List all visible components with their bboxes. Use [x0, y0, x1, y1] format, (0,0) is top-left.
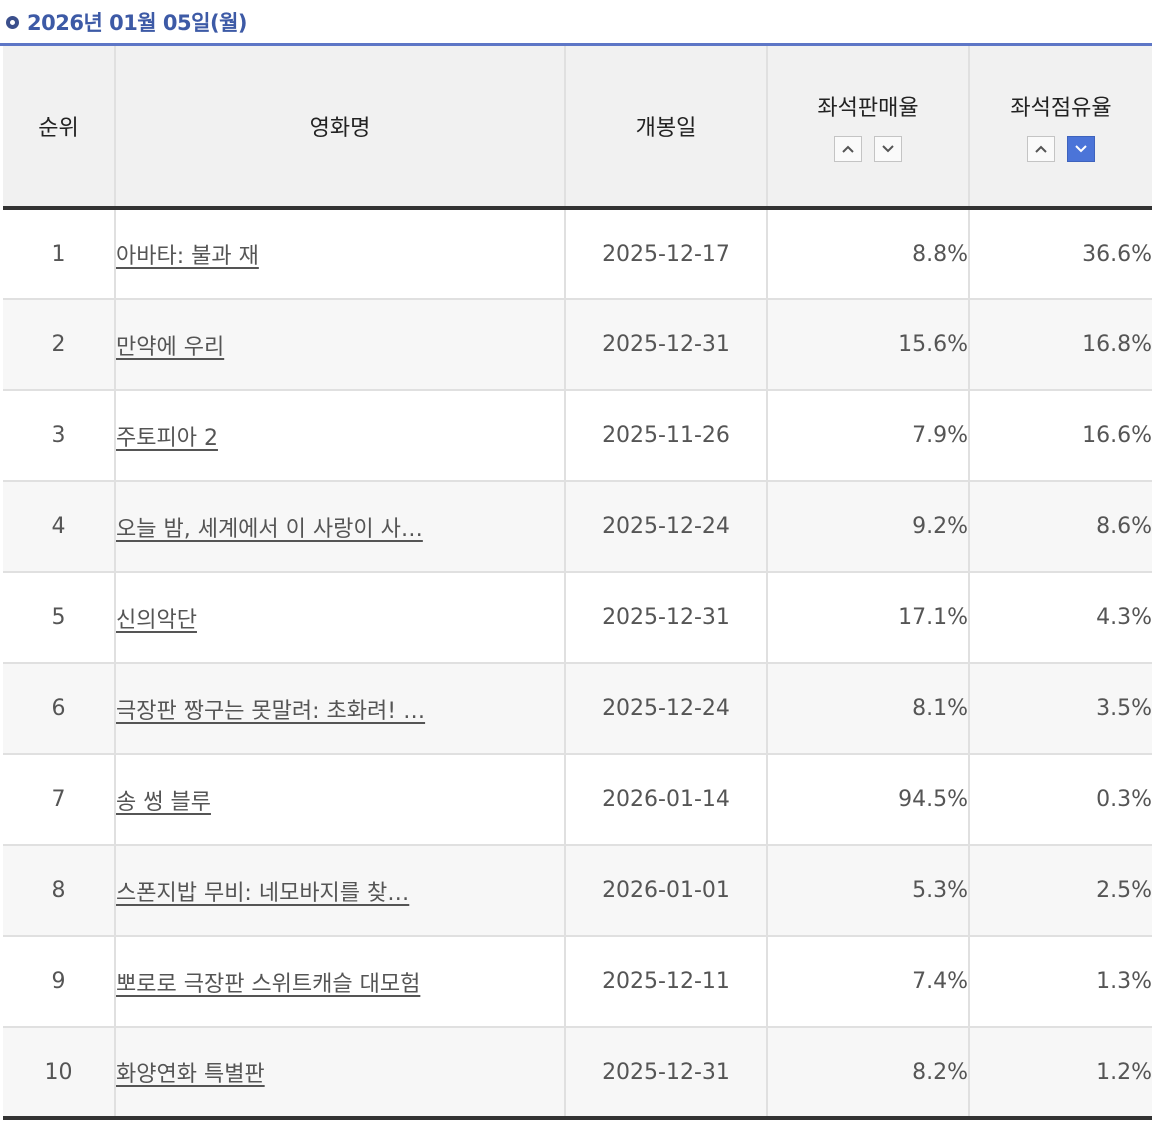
- movie-title-link[interactable]: 아바타: 불과 재: [116, 244, 259, 269]
- rank-cell: 2: [3, 298, 116, 391]
- sales-rate-cell: 5.3%: [766, 844, 970, 937]
- column-header-label: 순위: [38, 116, 79, 141]
- rank-cell: 6: [3, 662, 116, 755]
- sort-buttons: [970, 136, 1152, 162]
- column-header-sales-rate: 좌석판매율: [766, 46, 970, 210]
- rank-cell: 9: [3, 935, 116, 1028]
- rank-cell: 7: [3, 753, 116, 846]
- rank-cell: 10: [3, 1026, 116, 1120]
- open-date-cell: 2025-12-31: [564, 571, 768, 664]
- sort-ascending-button[interactable]: [834, 136, 862, 162]
- sales-rate-cell: 94.5%: [766, 753, 970, 846]
- date-header: 2026년 01월 05일(월): [0, 0, 1152, 46]
- column-header-label: 영화명: [309, 116, 371, 141]
- movie-title-link[interactable]: 극장판 짱구는 못말려: 초화려! …: [116, 698, 426, 724]
- column-header-occupancy-rate: 좌석점유율: [968, 46, 1152, 210]
- title-cell: 만약에 우리: [114, 298, 566, 391]
- open-date-cell: 2026-01-01: [564, 844, 768, 937]
- rank-cell: 3: [3, 389, 116, 482]
- chevron-up-icon: [1035, 145, 1047, 153]
- movie-title-link[interactable]: 만약에 우리: [116, 334, 225, 360]
- table-row: 1 아바타: 불과 재 2025-12-17 8.8% 36.6%: [3, 207, 1152, 300]
- open-date-cell: 2025-12-31: [564, 1026, 768, 1120]
- open-date-cell: 2025-11-26: [564, 389, 768, 482]
- movie-title-link[interactable]: 신의악단: [116, 607, 197, 633]
- sales-rate-cell: 8.1%: [766, 662, 970, 755]
- column-header-title: 영화명: [114, 46, 566, 210]
- column-header-label: 개봉일: [635, 116, 697, 141]
- open-date-cell: 2025-12-31: [564, 298, 768, 391]
- rank-cell: 4: [3, 480, 116, 573]
- table-row: 9 뽀로로 극장판 스위트캐슬 대모험 2025-12-11 7.4% 1.3%: [3, 935, 1152, 1028]
- chevron-down-icon: [1075, 145, 1087, 153]
- title-cell: 극장판 짱구는 못말려: 초화려! …: [114, 662, 566, 755]
- occupancy-rate-cell: 16.6%: [968, 389, 1152, 482]
- title-cell: 화양연화 특별판: [114, 1026, 566, 1120]
- occupancy-rate-cell: 0.3%: [968, 753, 1152, 846]
- sort-descending-button[interactable]: [1067, 136, 1095, 162]
- table-row: 3 주토피아 2 2025-11-26 7.9% 16.6%: [3, 389, 1152, 482]
- table-row: 6 극장판 짱구는 못말려: 초화려! … 2025-12-24 8.1% 3.…: [3, 662, 1152, 755]
- open-date-cell: 2025-12-11: [564, 935, 768, 1028]
- title-cell: 스폰지밥 무비: 네모바지를 찾…: [114, 844, 566, 937]
- movie-title-link[interactable]: 오늘 밤, 세계에서 이 사랑이 사…: [116, 516, 423, 542]
- occupancy-rate-cell: 36.6%: [968, 207, 1152, 300]
- title-cell: 주토피아 2: [114, 389, 566, 482]
- rank-cell: 5: [3, 571, 116, 664]
- table-header-row: 순위 영화명 개봉일 좌석판매율 좌석점유율: [3, 46, 1152, 210]
- table-row: 8 스폰지밥 무비: 네모바지를 찾… 2026-01-01 5.3% 2.5%: [3, 844, 1152, 937]
- sales-rate-cell: 7.4%: [766, 935, 970, 1028]
- title-cell: 신의악단: [114, 571, 566, 664]
- sort-descending-button[interactable]: [874, 136, 902, 162]
- occupancy-rate-cell: 3.5%: [968, 662, 1152, 755]
- table-row: 10 화양연화 특별판 2025-12-31 8.2% 1.2%: [3, 1026, 1152, 1120]
- sort-ascending-button[interactable]: [1027, 136, 1055, 162]
- sales-rate-cell: 15.6%: [766, 298, 970, 391]
- open-date-cell: 2025-12-17: [564, 207, 768, 300]
- column-header-label: 좌석판매율: [817, 96, 919, 121]
- sales-rate-cell: 9.2%: [766, 480, 970, 573]
- table-row: 2 만약에 우리 2025-12-31 15.6% 16.8%: [3, 298, 1152, 391]
- occupancy-rate-cell: 16.8%: [968, 298, 1152, 391]
- movie-title-link[interactable]: 뽀로로 극장판 스위트캐슬 대모험: [116, 971, 421, 997]
- movie-title-link[interactable]: 주토피아 2: [116, 425, 218, 451]
- movie-title-link[interactable]: 화양연화 특별판: [116, 1062, 265, 1087]
- occupancy-rate-cell: 1.2%: [968, 1026, 1152, 1120]
- column-header-label: 좌석점유율: [1010, 96, 1112, 121]
- occupancy-rate-cell: 2.5%: [968, 844, 1152, 937]
- sales-rate-cell: 17.1%: [766, 571, 970, 664]
- open-date-cell: 2025-12-24: [564, 480, 768, 573]
- sort-buttons: [768, 136, 968, 162]
- sales-rate-cell: 7.9%: [766, 389, 970, 482]
- movie-title-link[interactable]: 스폰지밥 무비: 네모바지를 찾…: [116, 880, 410, 906]
- title-cell: 아바타: 불과 재: [114, 207, 566, 300]
- table-row: 7 송 썽 블루 2026-01-14 94.5% 0.3%: [3, 753, 1152, 846]
- table-row: 5 신의악단 2025-12-31 17.1% 4.3%: [3, 571, 1152, 664]
- sales-rate-cell: 8.8%: [766, 207, 970, 300]
- date-title: 2026년 01월 05일(월): [27, 10, 248, 35]
- occupancy-rate-cell: 1.3%: [968, 935, 1152, 1028]
- box-office-table: 순위 영화명 개봉일 좌석판매율 좌석점유율: [3, 46, 1152, 1120]
- title-cell: 뽀로로 극장판 스위트캐슬 대모험: [114, 935, 566, 1028]
- title-cell: 오늘 밤, 세계에서 이 사랑이 사…: [114, 480, 566, 573]
- table-row: 4 오늘 밤, 세계에서 이 사랑이 사… 2025-12-24 9.2% 8.…: [3, 480, 1152, 573]
- rank-cell: 8: [3, 844, 116, 937]
- column-header-open-date: 개봉일: [564, 46, 768, 210]
- title-cell: 송 썽 블루: [114, 753, 566, 846]
- column-header-rank: 순위: [3, 46, 116, 210]
- movie-title-link[interactable]: 송 썽 블루: [116, 789, 211, 815]
- occupancy-rate-cell: 4.3%: [968, 571, 1152, 664]
- chevron-up-icon: [842, 145, 854, 153]
- rank-cell: 1: [3, 207, 116, 300]
- sales-rate-cell: 8.2%: [766, 1026, 970, 1120]
- occupancy-rate-cell: 8.6%: [968, 480, 1152, 573]
- chevron-down-icon: [882, 145, 894, 153]
- open-date-cell: 2025-12-24: [564, 662, 768, 755]
- circle-bullet-icon: [6, 15, 19, 29]
- open-date-cell: 2026-01-14: [564, 753, 768, 846]
